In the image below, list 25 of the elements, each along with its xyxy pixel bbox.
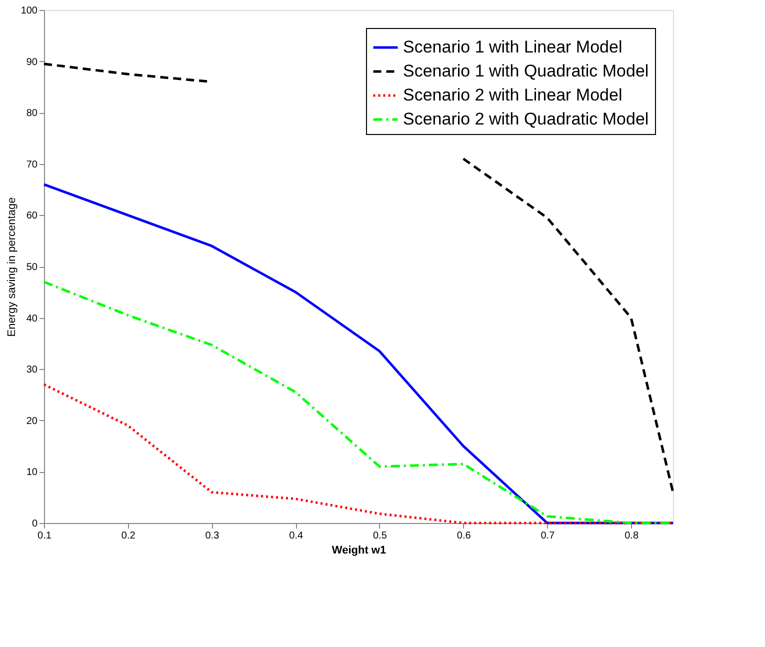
y-tick-label: 70 <box>26 159 38 170</box>
y-tick-label: 80 <box>26 108 38 120</box>
y-tick-label: 20 <box>26 416 38 427</box>
x-tick-label: 0.1 <box>38 530 52 542</box>
legend-label: Scenario 2 with Linear Model <box>403 86 622 104</box>
x-tick-label: 0.2 <box>121 530 136 542</box>
x-tick-label: 0.3 <box>205 530 220 542</box>
legend-label: Scenario 1 with Quadratic Model <box>403 62 649 80</box>
y-tick-label: 40 <box>26 313 38 324</box>
y-tick-label: 90 <box>26 56 38 68</box>
y-tick-label: 60 <box>26 210 38 222</box>
y-tick-label: 100 <box>20 6 38 16</box>
legend-label: Scenario 2 with Quadratic Model <box>403 110 649 128</box>
x-tick-label: 0.6 <box>456 530 472 542</box>
x-tick-label: 0.7 <box>540 530 556 542</box>
x-axis-title: Weight w1 <box>332 544 386 556</box>
x-tick-label: 0.4 <box>289 530 304 542</box>
x-tick-label: 0.8 <box>624 530 639 542</box>
x-tick-label: 0.5 <box>373 530 388 542</box>
y-tick-label: 50 <box>26 262 38 273</box>
y-tick-label: 0 <box>32 518 38 530</box>
y-tick-label: 10 <box>26 467 38 478</box>
y-axis-title: Energy saving in percentage <box>6 197 18 337</box>
y-tick-label: 30 <box>26 364 38 376</box>
legend-label: Scenario 1 with Linear Model <box>403 38 622 56</box>
